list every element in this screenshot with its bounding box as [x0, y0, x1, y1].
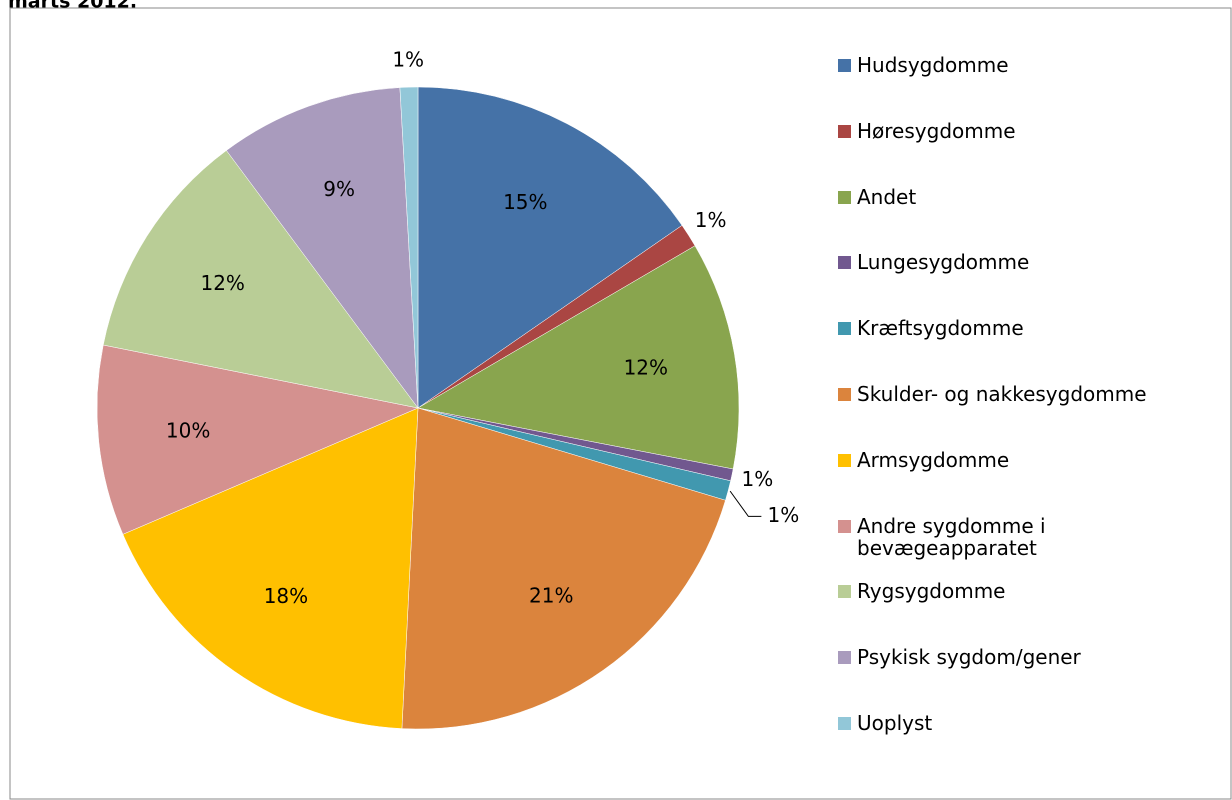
legend-label: Psykisk sygdom/gener — [857, 645, 1081, 670]
chart-title: marts 2012. — [8, 0, 137, 13]
legend-swatch — [838, 585, 851, 599]
legend-item: Andet — [838, 186, 1208, 208]
data-label: 10% — [166, 418, 210, 442]
legend-label: Andet — [857, 184, 917, 209]
legend-swatch — [838, 519, 851, 533]
legend-label: Armsygdomme — [857, 447, 1010, 472]
legend-label: Høresygdomme — [857, 118, 1016, 143]
pie-slice — [102, 150, 419, 409]
legend-label: Kræftsygdomme — [857, 316, 1024, 341]
data-label: 12% — [200, 271, 244, 295]
pie-slice — [417, 86, 683, 409]
legend-item: Høresygdomme — [838, 120, 1208, 142]
pie-slice — [399, 86, 419, 409]
legend-swatch — [838, 59, 851, 72]
data-label: 1% — [768, 503, 800, 527]
legend-label: Rygsygdomme — [857, 579, 1006, 604]
pie-slice — [226, 87, 419, 409]
pie-slice — [417, 245, 740, 470]
leader-line — [729, 490, 762, 517]
pie-slice — [96, 344, 419, 535]
data-label: 1% — [695, 208, 727, 232]
data-label: 1% — [392, 48, 424, 72]
data-label: 12% — [624, 356, 668, 380]
legend-label: Andre sygdomme i bevægeapparatet — [857, 513, 1046, 560]
data-label: 21% — [529, 583, 573, 607]
legend-swatch — [838, 651, 851, 665]
data-label: 18% — [264, 584, 308, 608]
data-label: 15% — [503, 190, 547, 214]
legend-label: Uoplyst — [857, 711, 933, 735]
data-label: 1% — [742, 467, 774, 491]
legend-swatch — [838, 322, 851, 336]
legend-item: Uoplyst — [838, 712, 1208, 734]
legend-label: Lungesygdomme — [857, 250, 1030, 275]
legend-swatch — [838, 124, 851, 138]
legend-swatch — [838, 388, 851, 401]
legend-item: Skulder- og nakkesygdomme — [838, 383, 1208, 405]
data-label: 9% — [323, 177, 355, 201]
legend-swatch — [838, 453, 851, 467]
legend-item: Rygsygdomme — [838, 580, 1208, 602]
legend-item: Psykisk sygdom/gener — [838, 646, 1208, 668]
legend-swatch — [838, 717, 851, 730]
legend-item: Armsygdomme — [838, 449, 1208, 471]
legend-label: Skulder- og nakkesygdomme — [857, 382, 1147, 406]
legend-swatch — [838, 256, 851, 270]
legend-swatch — [838, 190, 851, 204]
legend-item: Andre sygdomme i bevægeapparatet — [838, 515, 1208, 559]
pie-slice — [122, 407, 419, 729]
legend-label: Hudsygdomme — [857, 53, 1009, 77]
legend-item: Lungesygdomme — [838, 251, 1208, 273]
legend-item: Hudsygdomme — [838, 54, 1208, 76]
pie-slice — [401, 407, 726, 730]
legend-item: Kræftsygdomme — [838, 317, 1208, 339]
